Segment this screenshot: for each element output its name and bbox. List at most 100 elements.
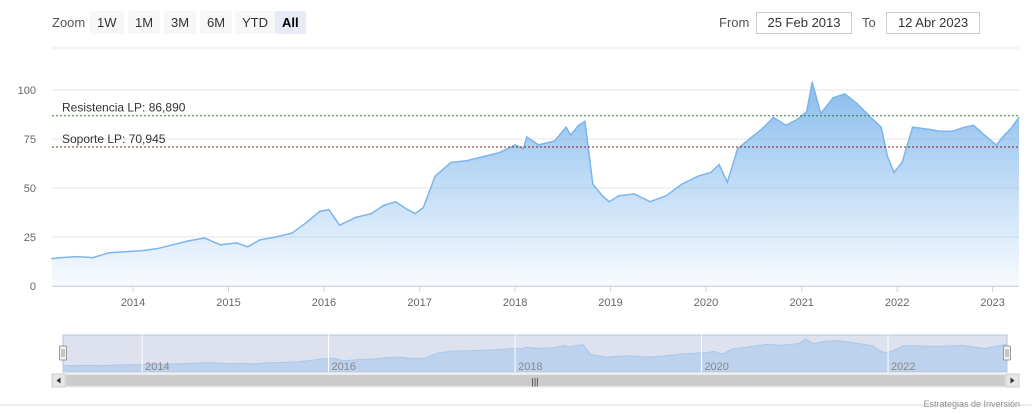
x-tick-label: 2014 <box>121 297 145 309</box>
scroll-left-arrow-icon[interactable] <box>51 373 66 388</box>
data-point <box>203 237 206 239</box>
data-point <box>482 155 485 158</box>
data-point <box>1009 128 1012 130</box>
data-point <box>681 183 683 185</box>
data-point <box>140 249 142 252</box>
x-axis: 2014 2015 2016 2017 2018 2019 2020 2021 2022 2023 <box>52 286 1019 309</box>
price-line <box>51 82 1020 260</box>
data-point <box>414 212 417 215</box>
zoom-1w-button[interactable]: 1W <box>90 11 124 34</box>
data-point <box>718 163 720 166</box>
data-point <box>370 212 373 215</box>
navigator-right-handle[interactable] <box>1003 345 1011 361</box>
x-tick-label: 2020 <box>694 297 718 309</box>
data-point <box>246 246 249 248</box>
data-point <box>784 124 787 127</box>
data-point <box>995 144 998 146</box>
data-point <box>328 208 330 211</box>
data-point <box>796 118 799 121</box>
y-tick-label: 0 <box>30 281 36 293</box>
y-tick-label: 100 <box>18 85 36 97</box>
x-tick-label: 2018 <box>503 297 527 309</box>
x-tick-label: 2019 <box>598 297 622 309</box>
data-point <box>434 175 436 177</box>
data-point <box>880 126 882 128</box>
navigator: 2014 2016 2018 2020 2022 ||| <box>0 334 1032 406</box>
y-tick-label: 50 <box>24 183 36 195</box>
data-point <box>1018 116 1020 119</box>
to-date-input[interactable]: 12 Abr 2023 <box>886 12 980 34</box>
y-tick-label: 75 <box>24 134 36 146</box>
price-area <box>52 82 1019 286</box>
data-point <box>601 195 604 197</box>
x-tick-label: 2016 <box>312 297 336 309</box>
data-point <box>805 110 808 113</box>
data-point <box>51 257 53 260</box>
navigator-year-label: 2016 <box>331 361 355 373</box>
data-point <box>76 255 78 258</box>
data-point <box>522 148 524 150</box>
zoom-label: Zoom <box>52 15 86 30</box>
zoom-all-button[interactable]: All <box>275 11 306 34</box>
data-point <box>633 193 635 195</box>
from-date-input[interactable]: 25 Feb 2013 <box>756 12 852 34</box>
data-point <box>171 244 174 246</box>
data-point <box>422 206 425 209</box>
data-point <box>577 124 580 127</box>
zoom-3m-button[interactable]: 3M <box>164 11 197 34</box>
data-point <box>514 144 516 146</box>
data-point <box>394 200 397 203</box>
data-point <box>584 120 586 123</box>
data-point <box>844 93 846 95</box>
data-point <box>710 171 712 174</box>
data-point <box>569 134 572 136</box>
data-point <box>565 126 567 128</box>
x-tick-label: 2023 <box>980 297 1004 309</box>
data-point <box>832 97 834 99</box>
to-label: To <box>862 15 876 30</box>
data-point <box>726 181 729 183</box>
zoom-1m-button[interactable]: 1M <box>128 11 161 34</box>
navigator-year-label: 2014 <box>145 361 169 373</box>
data-point <box>155 248 158 250</box>
navigator-year-label: 2020 <box>704 361 728 373</box>
navigator-year-label: 2018 <box>518 361 542 373</box>
scrollbar-thumb[interactable] <box>66 375 1005 386</box>
x-tick-label: 2015 <box>216 297 240 309</box>
data-point <box>235 242 238 244</box>
scrollbar[interactable]: ||| <box>51 373 1020 388</box>
x-tick-label: 2022 <box>885 297 909 309</box>
data-point <box>893 171 895 174</box>
data-point <box>466 159 468 162</box>
data-point <box>608 200 610 203</box>
data-point <box>291 232 293 234</box>
data-point <box>736 148 739 150</box>
data-point <box>617 195 620 197</box>
data-point <box>811 81 813 83</box>
zoom-ytd-button[interactable]: YTD <box>235 11 275 34</box>
data-point <box>406 208 409 211</box>
data-point <box>92 256 94 259</box>
resistance-label: Resistencia LP: 86,890 <box>62 101 186 115</box>
credit-text: Estrategias de Inversión <box>923 399 1020 409</box>
data-point <box>60 256 62 259</box>
data-point <box>592 183 594 185</box>
x-tick-label: 2017 <box>407 297 431 309</box>
support-label: Soporte LP: 70,945 <box>62 132 166 146</box>
scroll-right-arrow-icon[interactable] <box>1005 373 1020 388</box>
range-selector-toolbar: Zoom 1W 1M 3M 6M YTD All From 25 Feb 201… <box>0 0 1032 46</box>
data-point <box>963 126 966 128</box>
data-point <box>526 136 528 138</box>
data-point <box>951 130 954 132</box>
data-point <box>820 112 822 115</box>
data-point <box>187 240 190 242</box>
y-axis: 0 25 50 75 100 <box>18 85 36 293</box>
data-point <box>498 151 501 154</box>
data-point <box>382 204 385 207</box>
data-point <box>901 161 903 164</box>
data-point <box>856 102 858 105</box>
data-point <box>338 224 341 226</box>
data-point <box>760 128 763 130</box>
zoom-6m-button[interactable]: 6M <box>200 11 233 34</box>
navigator-left-handle[interactable] <box>59 345 67 361</box>
